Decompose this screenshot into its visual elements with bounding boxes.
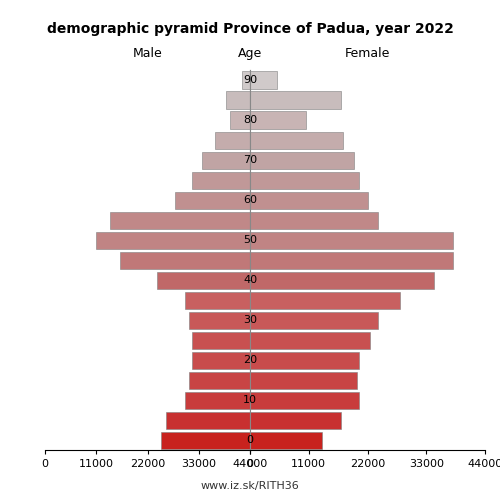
Bar xyxy=(250,132,344,148)
Bar xyxy=(176,192,250,208)
Bar xyxy=(250,252,453,268)
Bar xyxy=(250,272,434,288)
Bar xyxy=(162,432,250,448)
Bar xyxy=(250,72,276,88)
Bar xyxy=(230,112,250,128)
Text: 20: 20 xyxy=(243,355,257,365)
Bar xyxy=(242,72,250,88)
Bar xyxy=(110,212,250,228)
Bar xyxy=(120,252,250,268)
Text: 40: 40 xyxy=(243,275,257,285)
Bar xyxy=(190,312,250,328)
Text: Female: Female xyxy=(345,47,390,60)
Bar xyxy=(185,292,250,308)
Bar xyxy=(250,352,360,368)
Bar xyxy=(250,152,354,168)
Bar xyxy=(166,412,250,428)
Text: 10: 10 xyxy=(243,395,257,405)
Bar xyxy=(250,172,360,188)
Text: 70: 70 xyxy=(243,155,257,165)
Bar xyxy=(250,372,357,388)
Text: 50: 50 xyxy=(243,235,257,245)
Bar xyxy=(250,192,368,208)
Text: 0: 0 xyxy=(246,435,254,445)
Bar xyxy=(250,412,341,428)
Bar xyxy=(185,392,250,408)
Bar xyxy=(250,432,322,448)
Bar xyxy=(202,152,250,168)
Bar xyxy=(250,312,378,328)
Bar xyxy=(192,352,250,368)
Bar xyxy=(215,132,250,148)
Text: 30: 30 xyxy=(243,315,257,325)
Bar xyxy=(250,392,360,408)
Text: 60: 60 xyxy=(243,195,257,205)
Bar xyxy=(250,92,341,108)
Text: www.iz.sk/RITH36: www.iz.sk/RITH36 xyxy=(200,481,300,491)
Text: Age: Age xyxy=(238,47,262,60)
Bar xyxy=(190,372,250,388)
Bar xyxy=(250,292,400,308)
Bar xyxy=(226,92,250,108)
Text: demographic pyramid Province of Padua, year 2022: demographic pyramid Province of Padua, y… xyxy=(46,22,454,36)
Text: Male: Male xyxy=(132,47,162,60)
Bar xyxy=(192,332,250,348)
Text: 90: 90 xyxy=(243,75,257,85)
Bar xyxy=(250,232,453,248)
Bar xyxy=(250,112,306,128)
Bar xyxy=(96,232,250,248)
Bar xyxy=(157,272,250,288)
Text: 80: 80 xyxy=(243,115,257,125)
Bar xyxy=(192,172,250,188)
Bar xyxy=(250,332,370,348)
Bar xyxy=(250,212,378,228)
